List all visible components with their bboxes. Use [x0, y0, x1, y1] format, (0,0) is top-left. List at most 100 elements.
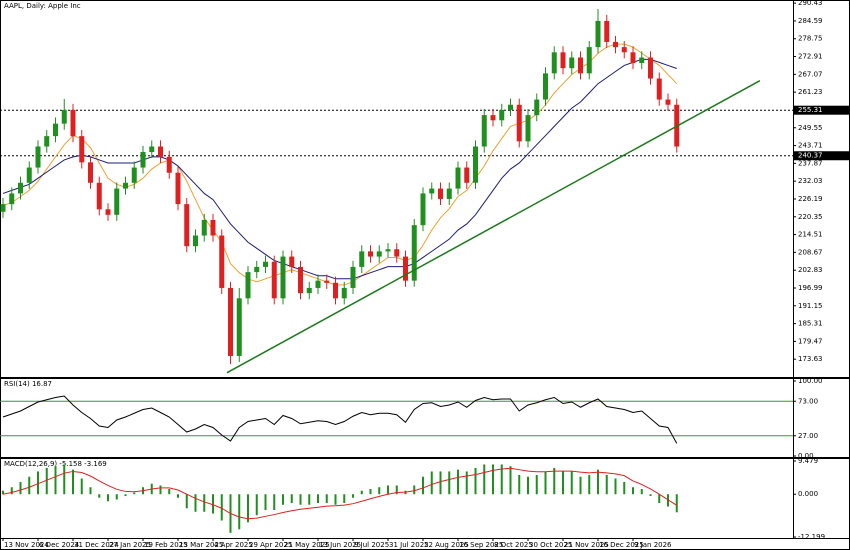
- moving-average: [2, 58, 677, 280]
- y-tick-label: 100.00: [798, 377, 823, 385]
- candle-body: [228, 287, 233, 356]
- candle-body: [648, 57, 653, 79]
- x-tick-label: 21 Nov 2025: [564, 541, 609, 549]
- candle-body: [411, 225, 417, 281]
- candle-body: [9, 193, 15, 205]
- candle-body: [508, 104, 513, 110]
- candle-body: [420, 193, 426, 226]
- candle-body: [289, 256, 295, 267]
- macd-bar: [413, 485, 416, 495]
- macd-bar: [553, 467, 556, 495]
- candle-body: [105, 209, 111, 215]
- candle-body: [455, 167, 461, 189]
- macd-bar: [352, 494, 354, 498]
- candle-body: [175, 172, 181, 205]
- candle-body: [394, 249, 400, 257]
- candle-body: [481, 115, 487, 147]
- macd-bar: [500, 464, 503, 495]
- candle-body: [315, 280, 321, 288]
- candle-body: [35, 146, 41, 168]
- y-tick-label: 173.63: [798, 355, 823, 363]
- candle-body: [219, 235, 225, 288]
- candle-body: [359, 251, 365, 267]
- y-tick-label: -12.199: [798, 533, 825, 541]
- macd-bar: [369, 488, 372, 495]
- candle-body: [490, 115, 496, 121]
- candle-body: [210, 219, 216, 236]
- macd-bar: [640, 488, 643, 495]
- macd-bar: [439, 471, 442, 495]
- candle-body: [473, 146, 478, 183]
- candle-body: [639, 57, 645, 63]
- macd-bar: [387, 485, 389, 495]
- candle-body: [656, 78, 662, 100]
- macd-bar: [509, 466, 512, 495]
- y-tick-label: 261.23: [798, 88, 823, 96]
- candle-body: [114, 188, 120, 215]
- macd-bar: [675, 494, 678, 513]
- candle-body: [368, 251, 373, 257]
- candle-body: [166, 156, 172, 173]
- trendline: [226, 80, 761, 374]
- x-tick-label: 13 Nov 2024: [4, 541, 49, 549]
- candle-body: [123, 182, 128, 189]
- y-tick-label: 249.55: [798, 124, 823, 132]
- macd-bar: [98, 494, 101, 498]
- candle-body: [193, 235, 198, 247]
- x-tick-label: 22 Aug 2025: [424, 541, 469, 549]
- macd-bar: [465, 471, 468, 495]
- macd-bar: [614, 478, 617, 495]
- macd-bar: [422, 476, 424, 495]
- macd-bar: [194, 494, 197, 512]
- macd-bar: [159, 485, 162, 495]
- macd-bar: [19, 481, 22, 495]
- candle-body: [140, 151, 146, 168]
- x-tick-label: 31 Dec 2024: [74, 541, 119, 549]
- macd-bar: [220, 494, 223, 521]
- candle-body: [525, 115, 531, 142]
- candle-body: [280, 256, 286, 299]
- macd-bar: [649, 494, 652, 496]
- candle-body: [665, 99, 671, 105]
- macd-bar: [395, 485, 398, 495]
- candle-body: [341, 287, 347, 299]
- macd-bar: [623, 481, 626, 495]
- macd-bar: [579, 476, 582, 495]
- candle-body: [18, 182, 23, 194]
- candle-body: [324, 280, 330, 283]
- candle-body: [26, 167, 32, 183]
- candle-body: [385, 249, 391, 252]
- y-tick-label: 0.00: [798, 452, 814, 460]
- macd-bar: [597, 469, 599, 495]
- candle-body: [630, 52, 636, 63]
- candle-body: [551, 52, 557, 74]
- candle-body: [254, 266, 260, 273]
- y-tick-label: 27.00: [798, 432, 818, 440]
- macd-bar: [343, 494, 346, 503]
- level-label: 255.31: [798, 106, 823, 114]
- macd-bar: [588, 474, 591, 495]
- y-tick-label: 208.67: [798, 248, 823, 256]
- level-label-box: [794, 105, 849, 115]
- macd-bar: [273, 494, 276, 511]
- y-tick-label: 179.47: [798, 337, 823, 345]
- macd-bar: [72, 469, 74, 495]
- candle-body: [96, 182, 102, 210]
- macd-bar: [255, 494, 258, 516]
- macd-bar: [185, 494, 188, 509]
- macd-bar: [89, 487, 92, 495]
- macd-bar: [378, 487, 381, 495]
- macd-bar: [544, 471, 547, 495]
- macd-bar: [457, 469, 459, 495]
- candle-body: [376, 251, 382, 257]
- y-tick-label: 267.07: [798, 70, 823, 78]
- macd-bar: [308, 494, 311, 505]
- candle-body: [350, 266, 356, 288]
- candle-body: [149, 146, 155, 152]
- rsi-line: [2, 395, 678, 444]
- macd-bar: [54, 466, 57, 495]
- macd-bar: [483, 464, 486, 495]
- macd-bar: [45, 467, 48, 495]
- macd-bar: [605, 474, 608, 495]
- x-tick-label: 16 Dec 2025: [599, 541, 644, 549]
